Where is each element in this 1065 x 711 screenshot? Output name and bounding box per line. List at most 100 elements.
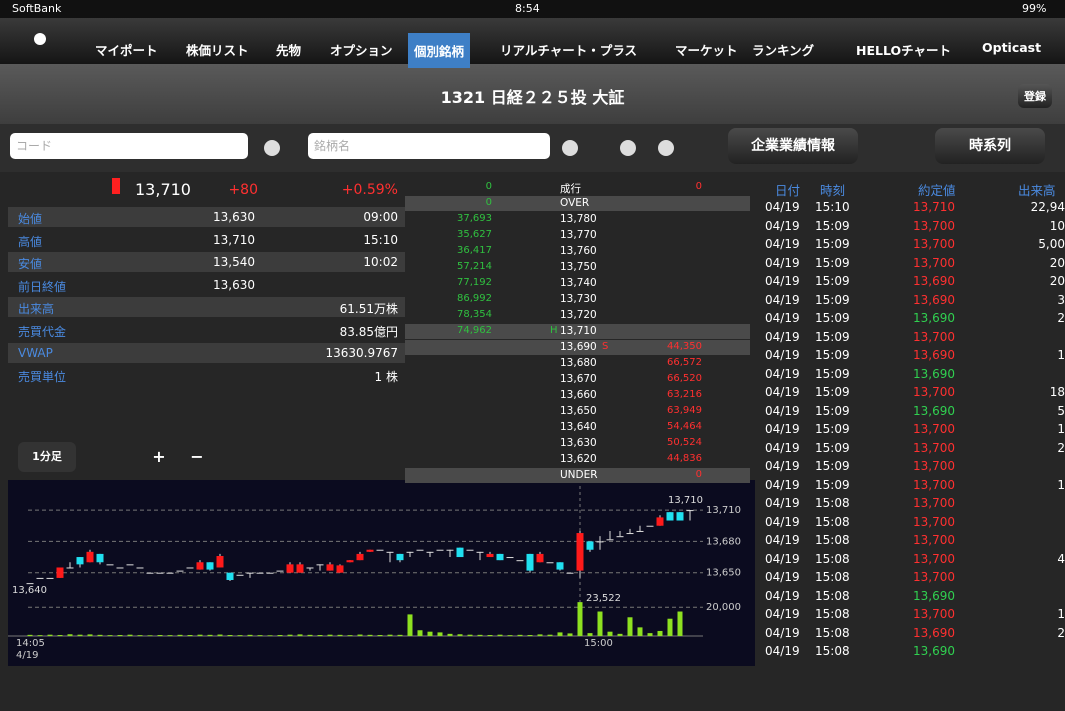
trade-date: 04/19 [765, 440, 800, 455]
candle-body [306, 567, 314, 569]
candle-body [436, 549, 444, 551]
max-volume-label: 23,522 [586, 593, 621, 604]
trade-date: 04/19 [765, 533, 800, 547]
volume-bar [657, 630, 663, 636]
board-price: 13,640 [560, 421, 597, 433]
chart-control[interactable]: − [190, 447, 204, 466]
candle-body [246, 572, 254, 574]
ask-quantity: 78,354 [457, 309, 492, 320]
nav-tab-active[interactable]: 個別銘柄 [408, 33, 471, 68]
chart-control[interactable]: + [152, 447, 166, 466]
volume-bar [167, 635, 173, 636]
volume-bar [127, 634, 133, 636]
trade-date: 04/19 [765, 514, 800, 529]
register-button[interactable]: 登録 [1018, 84, 1052, 108]
trade-price: 13,690 [913, 366, 955, 381]
volume-bar [317, 634, 323, 636]
nav-tab[interactable]: ランキング [752, 43, 815, 58]
volume-bar [427, 631, 433, 636]
candle-body [616, 536, 624, 538]
board-price: 13,760 [560, 245, 597, 257]
chart-control[interactable]: 1分足 [18, 442, 76, 472]
home-button[interactable] [34, 33, 46, 45]
chart: 13,710 13,680 13,650 20,000 13,710 13,640 23,5… [8, 480, 755, 666]
trade-price: 13,690 [913, 644, 955, 658]
quote-value: 13,630 [213, 210, 255, 224]
nav-tab[interactable]: HELLOチャート [856, 43, 951, 58]
action-button[interactable]: 時系列 [935, 128, 1045, 164]
board-price: 13,660 [560, 389, 597, 401]
action-button[interactable]: 企業業績情報 [728, 128, 858, 164]
volume-bar [197, 634, 203, 636]
round-button[interactable] [620, 140, 636, 156]
volume-bar [547, 634, 553, 636]
candle-body [476, 551, 484, 553]
nav-tab[interactable]: リアルチャート・プラス [500, 43, 638, 58]
nav-tab[interactable]: 先物 [276, 43, 302, 58]
candle-body [396, 553, 404, 561]
trade-date: 04/19 [765, 311, 800, 325]
candle-body [196, 562, 204, 570]
candle-body [356, 553, 364, 561]
volume-bar [207, 634, 213, 636]
nav-tab[interactable]: Opticast [982, 40, 1042, 55]
quote-value: 13,630 [213, 277, 255, 292]
code-input[interactable]: コード [10, 133, 248, 159]
volume-bar [147, 635, 153, 636]
trade-time: 15:08 [815, 570, 850, 584]
trade-time: 15:08 [815, 514, 850, 529]
candle-body [486, 553, 494, 558]
volume-bar [387, 634, 393, 636]
quote-row-bg [8, 207, 405, 227]
candle-body [406, 551, 414, 553]
volume-bar [27, 634, 33, 636]
candle-body [646, 525, 654, 527]
name-input[interactable]: 銘柄名 [308, 133, 550, 159]
nav-tab[interactable]: マーケット [675, 43, 738, 58]
board-mark: S [602, 341, 609, 352]
trade-price: 13,700 [913, 533, 955, 547]
candle-body [376, 549, 384, 551]
volume-bar [477, 634, 483, 636]
trade-date: 04/19 [765, 274, 800, 288]
nav-tab[interactable]: 株価リスト [186, 43, 249, 58]
volume-bar [407, 614, 413, 636]
volume-bar [417, 630, 423, 636]
bid-quantity: 44,836 [667, 453, 702, 464]
trade-volume: 2 [1057, 625, 1065, 640]
round-button[interactable] [264, 140, 280, 156]
nav-tab[interactable]: マイポート [95, 43, 158, 58]
quote-label: VWAP [18, 345, 53, 360]
volume-bar [277, 634, 283, 636]
ask-quantity: 57,214 [457, 261, 492, 272]
volume-bar [187, 634, 193, 636]
ask-quantity: 86,992 [457, 293, 492, 304]
trade-price: 13,700 [913, 477, 955, 492]
nav-tab[interactable]: オプション [330, 43, 393, 58]
trade-volume: 10 [1049, 218, 1065, 233]
quote-label: 売買単位 [18, 370, 67, 385]
trade-price: 13,700 [913, 570, 955, 584]
trade-time: 15:09 [815, 422, 850, 436]
board-row-bg [405, 196, 750, 211]
candle-body [536, 553, 544, 563]
trade-time: 15:08 [815, 644, 850, 658]
board-price: 成行 [560, 183, 581, 195]
ask-quantity: 36,417 [457, 245, 492, 256]
round-button[interactable] [658, 140, 674, 156]
volume-bar [87, 634, 93, 636]
round-button[interactable] [562, 140, 578, 156]
trade-time: 15:09 [815, 329, 850, 344]
volume-bar [247, 634, 253, 636]
volume-bar [567, 633, 573, 636]
trade-time: 15:08 [815, 496, 850, 510]
bid-quantity: 44,350 [667, 341, 702, 352]
quote-time: 09:00 [363, 210, 398, 224]
ask-quantity: 0 [485, 197, 492, 208]
candle-body [76, 557, 84, 565]
candle-body [556, 562, 564, 570]
x-label: 15:00 [584, 638, 613, 649]
volume-bar [637, 627, 643, 636]
trade-time: 15:09 [815, 237, 850, 251]
